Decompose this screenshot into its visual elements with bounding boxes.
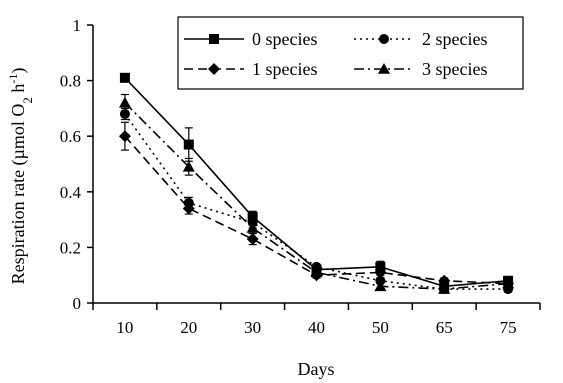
series-3-species [118, 93, 515, 294]
data-point [438, 283, 451, 294]
y-axis-label-superscript: -1 [6, 74, 20, 84]
y-axis-label: Respiration rate (µmol O2 h-1) [6, 68, 35, 285]
series-line [124, 135, 509, 285]
legend: 0 species 2 species 1 species 3 species [177, 16, 524, 90]
data-point [310, 266, 323, 278]
x-tick-label: 10 [116, 318, 133, 337]
data-point [182, 202, 195, 215]
legend-item-0-species: 0 species [184, 29, 317, 49]
data-point [118, 96, 131, 108]
legend-swatch-marker [378, 63, 390, 74]
legend-label: 0 species [252, 29, 317, 49]
y-tick-label: 0.2 [60, 238, 81, 257]
data-point [438, 274, 451, 287]
y-axis-label-suffix: ) [8, 68, 29, 74]
y-tick-label: 0 [73, 294, 82, 313]
data-point [246, 221, 259, 233]
series-2-species [119, 107, 514, 295]
legend-label: 2 species [422, 29, 487, 49]
data-point [374, 266, 387, 279]
x-tick-label: 20 [180, 318, 197, 337]
data-point [246, 233, 259, 246]
legend-label: 1 species [252, 59, 317, 79]
data-point [182, 160, 195, 172]
x-tick-label: 50 [372, 318, 389, 337]
legend-swatch-marker [379, 34, 389, 44]
data-point [118, 130, 131, 143]
series-0-species [119, 72, 514, 292]
x-axis-label: Days [298, 359, 335, 379]
y-tick-label: 0.4 [60, 183, 82, 202]
legend-label: 3 species [422, 59, 487, 79]
x-tick-label: 40 [308, 318, 325, 337]
y-tick-label: 0.6 [60, 127, 81, 146]
y-axis-label-prefix: Respiration rate (µmol O [8, 104, 29, 285]
series-line [124, 102, 509, 290]
y-tick-label: 0.8 [60, 72, 81, 91]
legend-item-2-species: 2 species [354, 29, 487, 49]
svg-text:Respiration rate (µmol O2 h-1): Respiration rate (µmol O2 h-1) [6, 68, 35, 285]
x-tick-label: 30 [244, 318, 261, 337]
x-tick-label: 75 [500, 318, 517, 337]
legend-box [177, 16, 524, 90]
data-point [374, 280, 387, 292]
data-point [119, 72, 130, 83]
data-point [183, 139, 194, 150]
legend-swatch-marker [208, 63, 220, 75]
y-tick-label: 1 [73, 16, 82, 35]
legend-item-1-species: 1 species [184, 59, 317, 79]
series-line [124, 77, 509, 288]
data-point [502, 277, 515, 289]
plot-area: 0 0.2 0.4 0.6 0.8 1 10 20 30 40 50 65 75 [60, 16, 541, 337]
y-axis-label-middle: h [8, 84, 28, 98]
legend-swatch-marker [209, 34, 219, 44]
y-axis-label-subscript: 2 [20, 97, 35, 104]
legend-item-3-species: 3 species [354, 59, 487, 79]
x-tick-label: 65 [436, 318, 453, 337]
